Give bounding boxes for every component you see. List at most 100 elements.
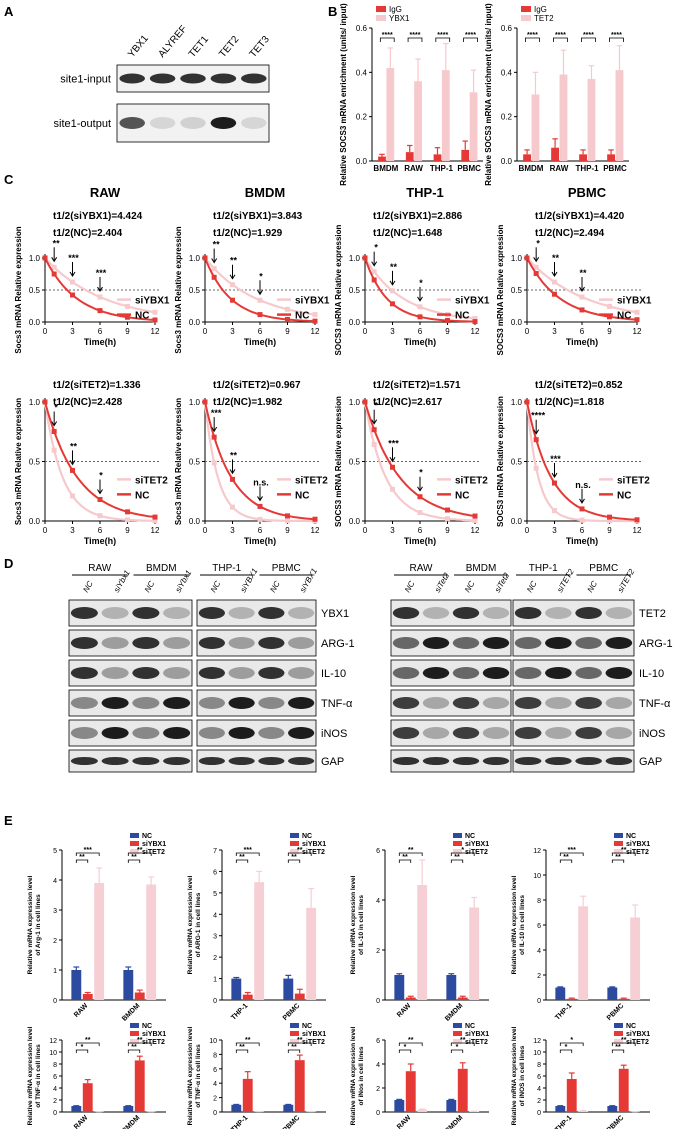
x-tick-label: 9: [607, 526, 612, 535]
treat-curve-point: [125, 304, 130, 309]
nc-curve-point: [125, 509, 130, 514]
panel-d-blots: RAWBMDMNCsiYbx1NCsiYbx1YBX1ARG-1IL-10TNF…: [69, 563, 673, 772]
lane-label: NC: [403, 579, 417, 594]
nc-curve-point: [473, 514, 478, 519]
y-tick-label: 0: [537, 1110, 541, 1117]
blot-band: [423, 637, 449, 649]
y-tick-label: 4: [376, 1062, 380, 1069]
x-axis-label: Time(h): [84, 337, 116, 347]
y-tick-label: 4: [213, 1081, 217, 1088]
panel-c-charts: RAWt1/2(siYBX1)=4.424t1/2(NC)=2.4040.00.…: [14, 185, 652, 546]
sig-label: ***: [550, 454, 561, 464]
y-tick-label: 0.0: [501, 157, 513, 166]
nc-curve-point: [445, 318, 450, 323]
legend-label: siTET2: [626, 849, 649, 856]
y-axis-label: Relative mRNA expression level: [27, 1026, 34, 1125]
legend-label: siYBX1: [142, 841, 166, 848]
cell-label: RAW: [88, 563, 112, 574]
nc-curve-point: [43, 400, 48, 405]
bar: [123, 970, 133, 1000]
legend-label: siTET2: [465, 849, 488, 856]
bar: [560, 75, 568, 161]
blot-band: [229, 667, 255, 679]
y-axis-label: SOCS3 mRNA Relative expression: [334, 224, 343, 355]
nc-curve-point: [203, 256, 208, 261]
sig-label: ***: [68, 253, 79, 263]
x-axis-label: Time(h): [244, 337, 276, 347]
cell-label: BMDM: [466, 563, 497, 574]
y-tick-label: 0.5: [349, 286, 361, 295]
y-axis-label: Socs3 mRNA Relative expression: [14, 226, 23, 353]
blot-band: [515, 727, 542, 739]
legend-swatch: [130, 1031, 139, 1036]
nc-curve-point: [552, 481, 557, 486]
x-tick-label: 0: [43, 526, 48, 535]
sig-label: ***: [211, 408, 222, 418]
treat-curve-point: [372, 269, 377, 274]
panel-label-c: C: [4, 172, 14, 187]
legend-label: NC: [135, 490, 149, 501]
treat-curve-point: [70, 493, 75, 498]
legend-swatch: [614, 841, 623, 846]
legend-label: siYBX1: [626, 1031, 650, 1038]
blot-band: [515, 697, 542, 709]
legend-label: NC: [295, 490, 309, 501]
blot-row-label: site1-output: [54, 118, 111, 130]
y-tick-label: 0.0: [29, 517, 41, 526]
nc-curve-point: [363, 256, 368, 261]
nc-curve-point: [203, 400, 208, 405]
sig-label: **: [239, 1044, 245, 1051]
y-axis-label: of IL-10 in cell lines: [519, 895, 526, 955]
bar: [579, 154, 587, 161]
sig-label: **: [291, 854, 297, 861]
nc-curve-point: [258, 312, 263, 317]
blot-band: [229, 637, 255, 649]
blot-band: [132, 607, 159, 619]
blot-band: [575, 667, 602, 679]
legend-label: siYBX1: [142, 1031, 166, 1038]
bar: [83, 994, 93, 1000]
category-label: THP-1: [430, 164, 454, 173]
bar: [619, 1069, 629, 1112]
y-tick-label: 1.0: [349, 254, 361, 263]
blot-band: [483, 637, 509, 649]
legend-label: NC: [617, 311, 631, 322]
legend-swatch: [376, 6, 386, 12]
legend-label: siTET2: [617, 475, 650, 486]
blot-band: [545, 607, 572, 619]
treat-curve-point: [390, 487, 395, 492]
bar: [607, 1106, 617, 1112]
legend-label: siTET2: [302, 849, 325, 856]
blot-band: [199, 637, 225, 649]
lane-label: siTET2: [616, 567, 637, 594]
x-tick-label: 3: [70, 327, 75, 336]
blot-band: [575, 607, 602, 619]
legend-swatch: [521, 6, 531, 12]
blot-band: [71, 667, 98, 679]
blot-band: [515, 637, 542, 649]
bar: [523, 154, 531, 161]
bar: [135, 1060, 145, 1112]
x-tick-label: 0: [203, 327, 208, 336]
sig-label: *: [99, 470, 103, 480]
nc-curve-point: [70, 468, 75, 473]
blot-band: [163, 697, 190, 709]
treat-curve-point: [98, 295, 103, 300]
bar: [567, 999, 577, 1000]
y-axis-label: of iNos in cell lines: [358, 1046, 365, 1105]
blot-band: [483, 697, 509, 709]
sig-label: **: [460, 1037, 466, 1044]
half-life-nc: t1/2(NC)=1.818: [535, 397, 605, 408]
category-label: PBMC: [282, 1114, 302, 1129]
y-tick-label: 6: [376, 848, 380, 855]
y-tick-label: 0.0: [349, 517, 361, 526]
nc-curve-point: [43, 256, 48, 261]
bar: [469, 908, 479, 1001]
cell-label: THP-1: [529, 563, 558, 574]
blot-band: [132, 667, 159, 679]
blot-row-label: iNOS: [639, 728, 665, 740]
treat-curve-point: [125, 517, 130, 522]
treat-curve-point: [372, 442, 377, 447]
y-tick-label: 7: [213, 848, 217, 855]
